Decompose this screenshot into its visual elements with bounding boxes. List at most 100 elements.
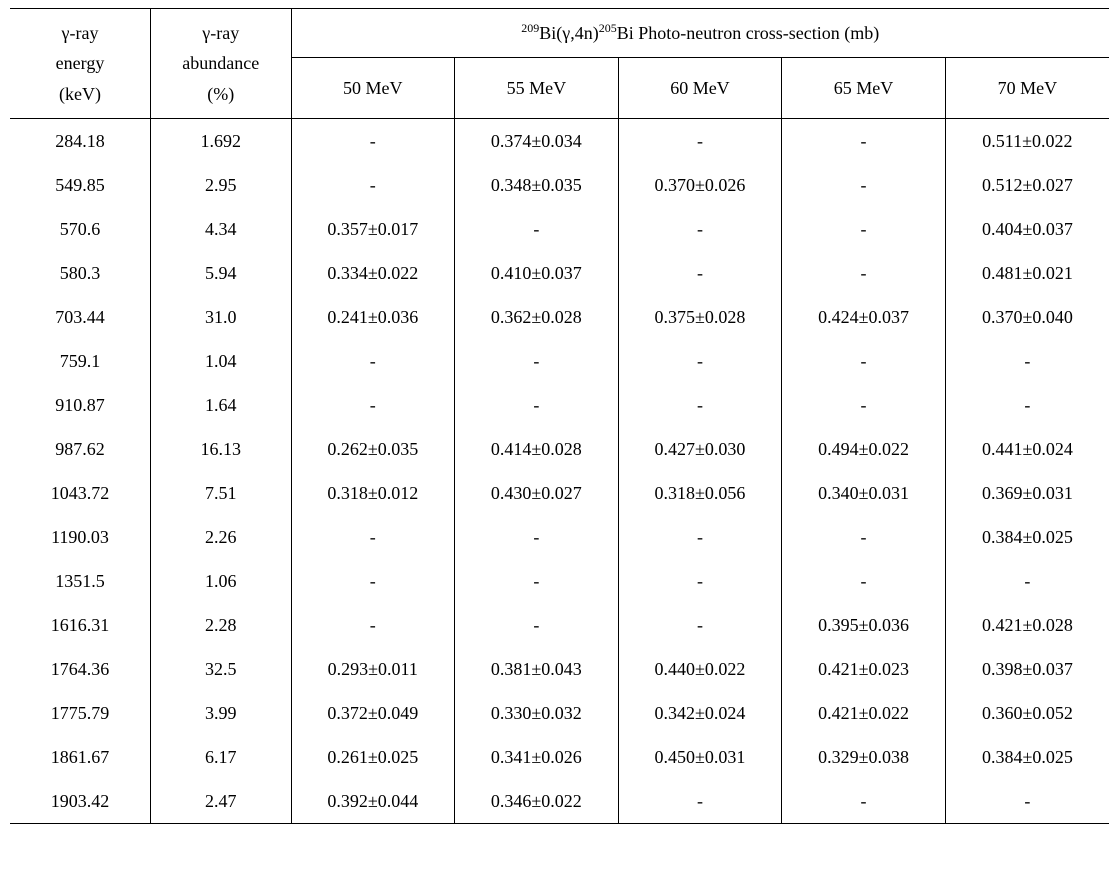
cell-gamma-energy: 580.3: [10, 251, 151, 295]
cell-cross-section: 0.334±0.022: [291, 251, 455, 295]
table-row: 580.35.940.334±0.0220.410±0.037--0.481±0…: [10, 251, 1109, 295]
cell-cross-section: -: [945, 779, 1109, 824]
cell-cross-section: -: [618, 383, 782, 427]
cell-cross-section: -: [945, 383, 1109, 427]
cell-gamma-energy: 1903.42: [10, 779, 151, 824]
cell-cross-section: 0.348±0.035: [455, 163, 619, 207]
header-cross-section-title: 209Bi(γ,4n)205Bi Photo-neutron cross-sec…: [291, 9, 1109, 58]
table-row: 570.64.340.357±0.017---0.404±0.037: [10, 207, 1109, 251]
cell-gamma-energy: 1616.31: [10, 603, 151, 647]
cell-cross-section: 0.374±0.034: [455, 119, 619, 164]
cell-cross-section: -: [291, 603, 455, 647]
cell-cross-section: -: [782, 207, 946, 251]
cell-gamma-energy: 1775.79: [10, 691, 151, 735]
table-row: 1861.676.170.261±0.0250.341±0.0260.450±0…: [10, 735, 1109, 779]
cell-gamma-abundance: 1.06: [151, 559, 292, 603]
header-gamma-energy: γ-ray energy (keV): [10, 9, 151, 119]
table-row: 1775.793.990.372±0.0490.330±0.0320.342±0…: [10, 691, 1109, 735]
header-abund-line2: abundance: [182, 53, 259, 73]
cell-cross-section: 0.362±0.028: [455, 295, 619, 339]
cell-cross-section: -: [618, 207, 782, 251]
cell-cross-section: -: [455, 603, 619, 647]
cell-cross-section: -: [291, 383, 455, 427]
cell-cross-section: -: [782, 163, 946, 207]
cell-cross-section: 0.404±0.037: [945, 207, 1109, 251]
cell-cross-section: -: [455, 559, 619, 603]
cell-cross-section: -: [782, 559, 946, 603]
header-col-55mev: 55 MeV: [455, 58, 619, 119]
header-energy-line2: energy: [56, 53, 105, 73]
cell-gamma-abundance: 2.95: [151, 163, 292, 207]
header-energy-line3: (keV): [59, 84, 101, 104]
cell-cross-section: 0.372±0.049: [291, 691, 455, 735]
header-title-part2: Bi Photo-neutron cross-section (mb): [617, 23, 879, 43]
cell-gamma-abundance: 7.51: [151, 471, 292, 515]
cell-cross-section: -: [782, 779, 946, 824]
cell-cross-section: 0.421±0.023: [782, 647, 946, 691]
table-row: 549.852.95-0.348±0.0350.370±0.026-0.512±…: [10, 163, 1109, 207]
cell-gamma-abundance: 4.34: [151, 207, 292, 251]
cell-cross-section: 0.410±0.037: [455, 251, 619, 295]
cell-cross-section: -: [455, 515, 619, 559]
table-row: 1043.727.510.318±0.0120.430±0.0270.318±0…: [10, 471, 1109, 515]
cell-gamma-abundance: 16.13: [151, 427, 292, 471]
cell-cross-section: 0.293±0.011: [291, 647, 455, 691]
cell-cross-section: 0.424±0.037: [782, 295, 946, 339]
cell-cross-section: -: [618, 119, 782, 164]
cell-cross-section: -: [945, 339, 1109, 383]
table-row: 703.4431.00.241±0.0360.362±0.0280.375±0.…: [10, 295, 1109, 339]
header-sup-209: 209: [521, 21, 539, 35]
table-row: 1903.422.470.392±0.0440.346±0.022---: [10, 779, 1109, 824]
cell-gamma-energy: 549.85: [10, 163, 151, 207]
cell-cross-section: 0.341±0.026: [455, 735, 619, 779]
cell-cross-section: -: [618, 251, 782, 295]
cell-cross-section: -: [455, 339, 619, 383]
cell-gamma-abundance: 2.28: [151, 603, 292, 647]
cell-gamma-energy: 910.87: [10, 383, 151, 427]
cell-cross-section: 0.241±0.036: [291, 295, 455, 339]
cell-cross-section: -: [618, 515, 782, 559]
cell-cross-section: 0.441±0.024: [945, 427, 1109, 471]
header-title-part1: Bi(γ,4n): [539, 23, 598, 43]
cell-cross-section: -: [291, 163, 455, 207]
table-row: 987.6216.130.262±0.0350.414±0.0280.427±0…: [10, 427, 1109, 471]
cell-cross-section: 0.398±0.037: [945, 647, 1109, 691]
cell-cross-section: 0.421±0.022: [782, 691, 946, 735]
cell-cross-section: 0.370±0.040: [945, 295, 1109, 339]
cell-gamma-energy: 1764.36: [10, 647, 151, 691]
cell-cross-section: -: [291, 119, 455, 164]
cell-gamma-energy: 570.6: [10, 207, 151, 251]
cell-gamma-energy: 1351.5: [10, 559, 151, 603]
header-energy-line1: γ-ray: [62, 23, 99, 43]
cell-cross-section: -: [782, 119, 946, 164]
cell-cross-section: -: [618, 339, 782, 383]
cell-cross-section: -: [945, 559, 1109, 603]
cell-gamma-abundance: 6.17: [151, 735, 292, 779]
cell-gamma-abundance: 3.99: [151, 691, 292, 735]
cell-cross-section: -: [618, 603, 782, 647]
table-container: γ-ray energy (keV) γ-ray abundance (%) 2…: [0, 0, 1119, 832]
cell-cross-section: -: [782, 251, 946, 295]
header-gamma-abundance: γ-ray abundance (%): [151, 9, 292, 119]
header-col-65mev: 65 MeV: [782, 58, 946, 119]
cell-cross-section: 0.360±0.052: [945, 691, 1109, 735]
cell-cross-section: 0.481±0.021: [945, 251, 1109, 295]
cell-cross-section: 0.440±0.022: [618, 647, 782, 691]
cell-cross-section: 0.330±0.032: [455, 691, 619, 735]
cell-cross-section: 0.262±0.035: [291, 427, 455, 471]
cell-gamma-energy: 284.18: [10, 119, 151, 164]
cell-gamma-energy: 987.62: [10, 427, 151, 471]
cell-cross-section: 0.414±0.028: [455, 427, 619, 471]
table-row: 1764.3632.50.293±0.0110.381±0.0430.440±0…: [10, 647, 1109, 691]
cell-gamma-energy: 1861.67: [10, 735, 151, 779]
table-header: γ-ray energy (keV) γ-ray abundance (%) 2…: [10, 9, 1109, 119]
cell-cross-section: 0.512±0.027: [945, 163, 1109, 207]
cell-cross-section: -: [291, 559, 455, 603]
cell-cross-section: 0.421±0.028: [945, 603, 1109, 647]
cell-cross-section: 0.392±0.044: [291, 779, 455, 824]
cross-section-table: γ-ray energy (keV) γ-ray abundance (%) 2…: [10, 8, 1109, 824]
table-row: 1190.032.26----0.384±0.025: [10, 515, 1109, 559]
cell-cross-section: -: [291, 515, 455, 559]
cell-cross-section: 0.395±0.036: [782, 603, 946, 647]
cell-gamma-energy: 1043.72: [10, 471, 151, 515]
